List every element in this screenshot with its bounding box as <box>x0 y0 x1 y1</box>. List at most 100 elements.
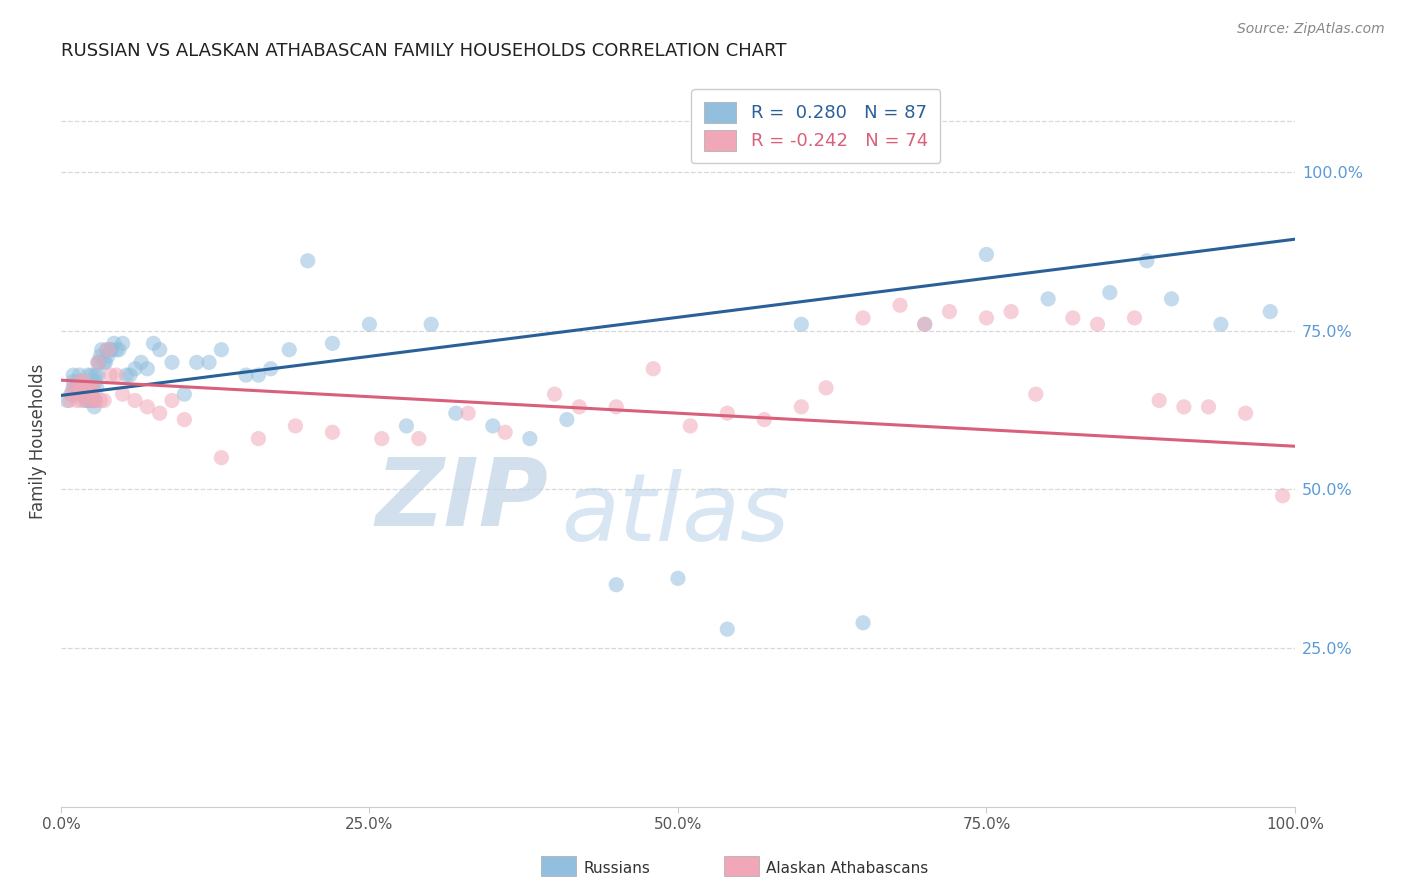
Point <box>321 336 343 351</box>
Point <box>62 381 84 395</box>
Point <box>69 387 91 401</box>
Point <box>77 381 100 395</box>
Point <box>89 349 111 363</box>
Point <box>79 381 101 395</box>
Point <box>371 432 394 446</box>
Point <box>69 368 91 383</box>
Point <box>149 343 172 357</box>
Point <box>105 368 128 383</box>
Point <box>494 425 516 440</box>
Point <box>72 387 94 401</box>
Point <box>160 355 183 369</box>
Point <box>76 387 98 401</box>
Point <box>73 387 96 401</box>
Point <box>1209 318 1232 332</box>
Point <box>1234 406 1257 420</box>
Point <box>186 355 208 369</box>
Point <box>260 361 283 376</box>
Point <box>643 361 665 376</box>
Point <box>89 355 111 369</box>
Point <box>666 571 689 585</box>
Point <box>568 400 591 414</box>
Point <box>142 336 165 351</box>
Point <box>80 387 103 401</box>
Point <box>70 381 93 395</box>
Point <box>482 418 505 433</box>
Point <box>97 349 120 363</box>
Point <box>976 247 998 261</box>
Point <box>86 381 108 395</box>
Point <box>1098 285 1121 300</box>
Point <box>93 393 115 408</box>
Point <box>89 393 111 408</box>
Point <box>173 387 195 401</box>
Point <box>82 393 104 408</box>
Point <box>84 368 107 383</box>
Point <box>87 355 110 369</box>
Point <box>247 432 270 446</box>
Point <box>111 387 134 401</box>
Point <box>889 298 911 312</box>
Point <box>420 318 443 332</box>
Point <box>60 387 83 401</box>
Point <box>62 381 84 395</box>
Point <box>79 393 101 408</box>
Point <box>62 368 84 383</box>
Point <box>77 381 100 395</box>
Point <box>1062 310 1084 325</box>
Legend: R =  0.280   N = 87, R = -0.242   N = 74: R = 0.280 N = 87, R = -0.242 N = 74 <box>690 89 941 163</box>
Text: ZIP: ZIP <box>375 454 548 546</box>
Point <box>75 393 97 408</box>
Point <box>87 355 110 369</box>
Point <box>149 406 172 420</box>
Point <box>209 450 232 465</box>
Point <box>72 387 94 401</box>
Point <box>100 343 122 357</box>
Point <box>75 381 97 395</box>
Point <box>790 400 813 414</box>
Point <box>247 368 270 383</box>
Point <box>297 253 319 268</box>
Point <box>69 381 91 395</box>
Point <box>98 343 121 357</box>
Point <box>66 393 89 408</box>
Y-axis label: Family Households: Family Households <box>30 364 46 519</box>
Point <box>75 381 97 395</box>
Point <box>62 375 84 389</box>
Point <box>605 400 627 414</box>
Point <box>1271 489 1294 503</box>
Text: Alaskan Athabascans: Alaskan Athabascans <box>766 862 928 876</box>
Point <box>84 375 107 389</box>
Point <box>716 406 738 420</box>
Point <box>278 343 301 357</box>
Point <box>66 375 89 389</box>
Point <box>136 361 159 376</box>
Point <box>754 412 776 426</box>
Point <box>1136 253 1159 268</box>
Point <box>1173 400 1195 414</box>
Point <box>543 387 565 401</box>
Point <box>84 393 107 408</box>
Point <box>1160 292 1182 306</box>
Point <box>58 393 80 408</box>
Point <box>1087 318 1109 332</box>
Point <box>80 368 103 383</box>
Text: Russians: Russians <box>583 862 651 876</box>
Point <box>198 355 221 369</box>
Point <box>56 393 79 408</box>
Point <box>73 375 96 389</box>
Point <box>209 343 232 357</box>
Point <box>136 400 159 414</box>
Text: Source: ZipAtlas.com: Source: ZipAtlas.com <box>1237 22 1385 37</box>
Point <box>83 393 105 408</box>
Point <box>69 381 91 395</box>
Point <box>1036 292 1059 306</box>
Point <box>359 318 381 332</box>
Point <box>59 387 82 401</box>
Point <box>1025 387 1047 401</box>
Point <box>105 343 128 357</box>
Point <box>79 393 101 408</box>
Point <box>76 393 98 408</box>
Point <box>83 393 105 408</box>
Point <box>124 361 146 376</box>
